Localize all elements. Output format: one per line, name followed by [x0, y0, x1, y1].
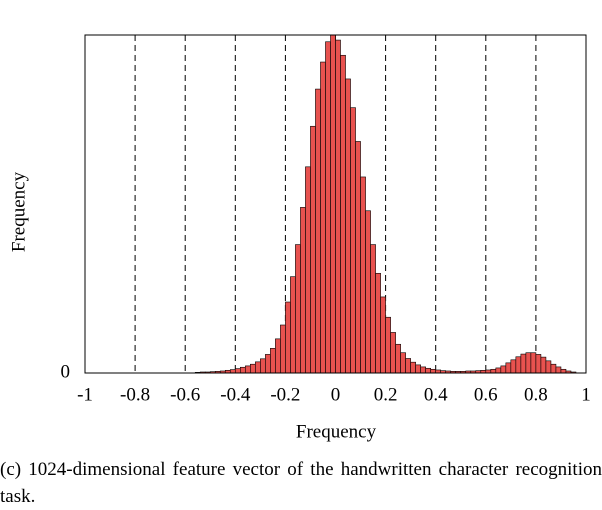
bar: [545, 360, 552, 374]
bar: [385, 316, 391, 374]
bar: [290, 276, 296, 374]
bar: [240, 366, 246, 374]
bar: [410, 361, 416, 374]
bar: [490, 368, 497, 374]
bar: [245, 365, 251, 374]
bar: [365, 210, 371, 374]
x-tick-label: -0.6: [170, 384, 200, 405]
bar: [370, 244, 376, 374]
bar: [515, 356, 522, 374]
bar: [520, 353, 527, 374]
bar: [395, 343, 401, 374]
bar: [345, 78, 351, 374]
bar: [320, 61, 326, 374]
bar: [275, 338, 281, 374]
plot-frame: [84, 34, 587, 374]
y-axis-label: Frequency: [8, 171, 29, 252]
x-tick-label: 0: [331, 384, 341, 405]
bar: [425, 367, 431, 374]
bar: [360, 176, 366, 374]
x-tick-label: -0.2: [270, 384, 300, 405]
bar: [560, 368, 567, 374]
caption: (c) 1024-dimensional feature vector of t…: [0, 459, 602, 507]
x-tick-label: 1: [581, 384, 591, 405]
x-tick-label: 0.4: [424, 384, 448, 405]
chart: Frequency Frequency -1 -0.8 -0.6 -0.4 -0.2 0 0…: [8, 34, 591, 442]
x-tick-label: -0.4: [220, 384, 251, 405]
bar: [255, 361, 261, 374]
x-tick-label: -0.8: [120, 384, 150, 405]
bar: [555, 366, 562, 374]
x-tick-label: 0.8: [524, 384, 548, 405]
bar: [405, 358, 411, 374]
x-tick-label: 0.6: [474, 384, 498, 405]
bar: [540, 356, 547, 374]
bar: [535, 354, 542, 374]
bar: [315, 88, 321, 374]
x-axis-label: Frequency: [296, 421, 377, 442]
bar: [390, 332, 396, 374]
bar: [495, 367, 502, 374]
bar: [285, 301, 291, 374]
x-tick-label: 0.2: [374, 384, 398, 405]
bar: [375, 272, 381, 374]
bar: [295, 244, 301, 374]
bar: [330, 34, 336, 374]
bar: [525, 352, 532, 374]
bar: [300, 207, 306, 374]
bar: [500, 365, 507, 374]
bar: [235, 368, 241, 374]
bar: [250, 363, 256, 374]
y-tick-label: 0: [61, 361, 71, 382]
bar: [415, 364, 421, 374]
bar: [430, 368, 437, 374]
bar: [420, 366, 426, 374]
bar: [355, 141, 361, 374]
bar: [305, 166, 311, 374]
x-tick-label: -1: [77, 384, 93, 405]
bar: [335, 39, 341, 374]
bar: [530, 352, 537, 374]
bar: [350, 107, 356, 374]
bar: [310, 125, 316, 374]
bar: [510, 359, 517, 374]
bar: [265, 354, 271, 374]
bar: [260, 358, 266, 374]
bar: [229, 369, 236, 374]
bar: [400, 352, 406, 374]
bar: [380, 296, 386, 374]
bar: [505, 362, 512, 374]
bar: [340, 54, 346, 374]
bar: [550, 363, 557, 374]
bar: [280, 324, 286, 374]
bar: [325, 41, 331, 374]
bar: [270, 348, 276, 374]
